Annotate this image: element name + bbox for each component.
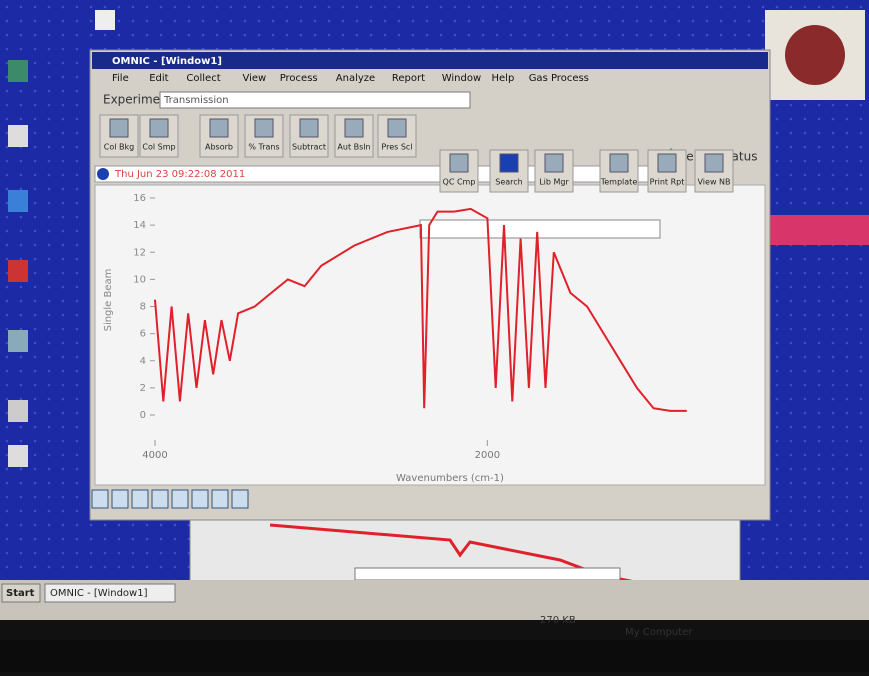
menu-item[interactable]: File — [112, 73, 129, 84]
timestamp: Thu Jun 23 09:22:08 2011 — [114, 169, 245, 180]
file-size: 270 KB — [540, 615, 576, 626]
toolbar-icon — [705, 154, 723, 172]
toolbar-icon — [210, 119, 228, 137]
menu-item[interactable]: Collect — [186, 73, 220, 84]
y-tick-label: 6 — [140, 329, 146, 340]
toolbar-icon — [345, 119, 363, 137]
y-tick-label: 4 — [140, 356, 146, 367]
x-axis-label: Wavenumbers (cm-1) — [396, 473, 504, 484]
omnic-window: OMNIC - [Window1] Experiment Transmissio… — [90, 50, 770, 520]
toolbar-icon — [500, 154, 518, 172]
menu-item[interactable]: Help — [492, 73, 515, 84]
x-tick-label: 2000 — [475, 450, 500, 461]
toolbar-label: Search — [495, 178, 522, 187]
screen: OMNIC - [Window1] Experiment Transmissio… — [0, 0, 869, 672]
toolbar-icon — [388, 119, 406, 137]
monitor-bezel — [0, 640, 869, 672]
toolbar-icon — [255, 119, 273, 137]
toolbar-label: QC Cmp — [443, 178, 476, 187]
toolbar-label: Subtract — [292, 143, 326, 152]
y-tick-label: 2 — [140, 383, 146, 394]
title-field[interactable] — [420, 220, 660, 238]
y-tick-label: 0 — [140, 410, 146, 421]
toolbar-icon — [545, 154, 563, 172]
toolbar-label: Absorb — [205, 143, 233, 152]
toolbar-label: Lib Mgr — [539, 178, 569, 187]
menu-item[interactable]: Report — [392, 73, 425, 84]
toolbar-label: Print Rpt — [650, 178, 685, 187]
scrollbar[interactable] — [355, 568, 620, 580]
toolbar-label: Pres Scl — [381, 143, 412, 152]
toolbar-icon — [300, 119, 318, 137]
toolbar-label: Col Smp — [142, 143, 175, 152]
toolbar-label: % Trans — [248, 143, 279, 152]
y-axis-label: Single Beam — [103, 269, 114, 332]
desktop-stripe — [770, 215, 869, 245]
location: My Computer — [625, 627, 693, 638]
x-tick-label: 4000 — [142, 450, 167, 461]
experiment-value: Transmission — [163, 95, 229, 106]
y-tick-label: 10 — [133, 274, 146, 285]
toolbar-icon — [610, 154, 628, 172]
toolbar-label: Col Bkg — [104, 143, 134, 152]
info-icon — [97, 168, 109, 180]
y-tick-label: 12 — [133, 247, 146, 258]
menu-item[interactable]: View — [243, 73, 267, 84]
toolbar-icon — [110, 119, 128, 137]
y-tick-label: 8 — [140, 302, 146, 313]
logo — [785, 25, 845, 85]
start-label: Start — [6, 588, 35, 599]
toolbar-icon — [450, 154, 468, 172]
menu-item[interactable]: Gas Process — [529, 73, 589, 84]
menu-item[interactable]: Process — [280, 73, 318, 84]
toolbar-label: View NB — [698, 178, 731, 187]
toolbar-label: Template — [600, 178, 638, 187]
toolbar-label: Aut Bsln — [337, 143, 370, 152]
window-title: OMNIC - [Window1] — [112, 56, 222, 67]
menu-item[interactable]: Edit — [149, 73, 168, 84]
menu-item[interactable]: Analyze — [336, 73, 375, 84]
task-label: OMNIC - [Window1] — [50, 588, 148, 599]
toolbar-icon — [150, 119, 168, 137]
menu-item[interactable]: Window — [442, 73, 481, 84]
toolbar-icon — [658, 154, 676, 172]
y-tick-label: 16 — [133, 193, 146, 204]
y-tick-label: 14 — [133, 220, 146, 231]
